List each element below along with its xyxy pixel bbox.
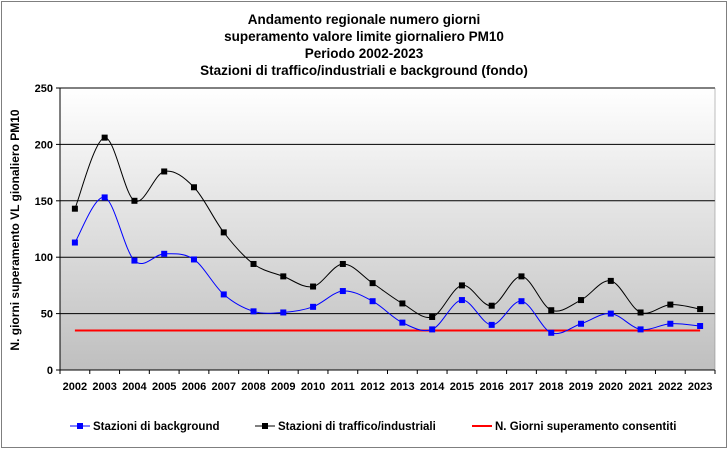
x-tick-label-2017: 2017: [509, 381, 533, 393]
series-1-point-2006: [190, 184, 197, 191]
series-0-point-2014: [429, 326, 436, 333]
series-0-point-2011: [339, 288, 346, 295]
series-0-point-2012: [369, 298, 376, 305]
series-1-point-2002: [71, 205, 78, 212]
legend-marker-1: [262, 423, 268, 429]
x-tick-label-2009: 2009: [271, 381, 295, 393]
x-tick-label-2005: 2005: [152, 381, 176, 393]
series-0-point-2008: [250, 308, 257, 315]
x-tick-label-2015: 2015: [450, 381, 474, 393]
series-0-point-2006: [190, 256, 197, 263]
x-tick-label-2016: 2016: [479, 381, 503, 393]
y-tick-label-1: 50: [41, 309, 53, 321]
legend-label-1: Stazioni di traffico/industriali: [278, 421, 436, 433]
series-1-point-2017: [518, 273, 525, 280]
series-0-point-2019: [578, 320, 585, 327]
series-1-point-2004: [131, 197, 138, 204]
legend-label-0: Stazioni di background: [93, 421, 220, 433]
series-0-point-2015: [458, 297, 465, 304]
series-0-point-2004: [131, 257, 138, 264]
series-1-point-2008: [250, 260, 257, 267]
series-1-point-2007: [220, 229, 227, 236]
series-line-0: [74, 196, 701, 335]
series-1-point-2019: [578, 297, 585, 304]
series-1-point-2011: [339, 260, 346, 267]
title-line-1: Andamento regionale numero giorni: [247, 12, 481, 27]
series-0-point-2013: [399, 319, 406, 326]
x-tick-label-2014: 2014: [420, 381, 445, 393]
series-1-point-2014: [429, 313, 436, 320]
series-0-point-2020: [607, 310, 614, 317]
series-1-point-2009: [280, 273, 287, 280]
x-tick-label-2011: 2011: [331, 381, 355, 393]
title-line-4: Stazioni di traffico/industriali e backg…: [200, 63, 528, 78]
x-tick-label-2002: 2002: [63, 381, 87, 393]
title-line-2: superamento valore limite giornaliero PM…: [224, 29, 504, 44]
series-0-point-2022: [667, 320, 674, 327]
y-tick-label-4: 200: [35, 139, 53, 151]
series-1-point-2022: [667, 301, 674, 308]
series-1-point-2015: [458, 282, 465, 289]
series-1-point-2016: [488, 302, 495, 309]
series-0-point-2007: [220, 291, 227, 298]
legend-label-2: N. Giorni superamento consentiti: [495, 421, 676, 433]
series-0-point-2021: [637, 326, 644, 333]
y-tick-label-0: 0: [47, 365, 53, 377]
series-0-point-2010: [310, 303, 317, 310]
x-tick-label-2004: 2004: [122, 381, 147, 393]
x-tick-label-2008: 2008: [241, 381, 265, 393]
series-1-point-2012: [369, 280, 376, 287]
x-tick-label-2006: 2006: [182, 381, 206, 393]
series-0-point-2002: [71, 239, 78, 246]
y-tick-label-2: 100: [35, 252, 53, 264]
series-1-point-2023: [697, 306, 704, 313]
series-0-point-2017: [518, 298, 525, 305]
series-0-point-2018: [548, 329, 555, 336]
series-0-point-2009: [280, 309, 287, 316]
x-tick-label-2003: 2003: [92, 381, 116, 393]
x-tick-label-2023: 2023: [688, 381, 712, 393]
series-1-point-2020: [607, 277, 614, 284]
legend-marker-0: [77, 423, 83, 429]
series-0-point-2016: [488, 321, 495, 328]
x-tick-label-2021: 2021: [628, 381, 652, 393]
title-line-3: Periodo 2002-2023: [304, 46, 424, 61]
series-1-point-2018: [548, 307, 555, 314]
series-1-point-2005: [161, 168, 168, 175]
series-0-point-2003: [101, 194, 108, 201]
series-1-point-2010: [310, 283, 317, 290]
series-0-point-2023: [697, 323, 704, 330]
x-tick-label-2010: 2010: [301, 381, 325, 393]
plot-area: [60, 88, 715, 370]
x-tick-label-2013: 2013: [390, 381, 414, 393]
x-tick-label-2018: 2018: [539, 381, 563, 393]
y-tick-label-5: 250: [35, 83, 53, 95]
x-tick-label-2020: 2020: [599, 381, 623, 393]
x-tick-label-2012: 2012: [360, 381, 384, 393]
y-axis-label: N. giorni superamento VL gionaliero PM10: [8, 109, 22, 350]
x-tick-label-2019: 2019: [569, 381, 593, 393]
y-tick-label-3: 150: [35, 196, 53, 208]
chart-title: Andamento regionale numero giorni supera…: [2, 11, 726, 79]
x-tick-label-2022: 2022: [658, 381, 682, 393]
x-tick-label-2007: 2007: [212, 381, 236, 393]
series-1-point-2021: [637, 309, 644, 316]
series-0-point-2005: [161, 250, 168, 257]
series-1-point-2003: [101, 134, 108, 141]
series-1-point-2013: [399, 300, 406, 307]
